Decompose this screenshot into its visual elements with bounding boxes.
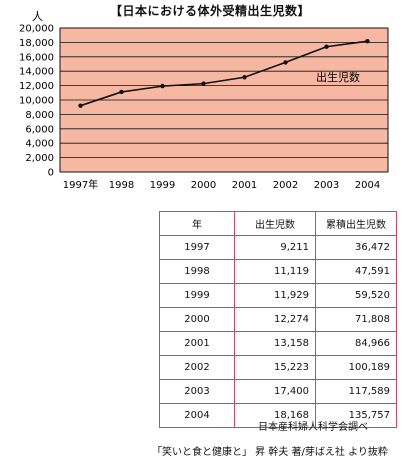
y-tick-label: 12,000 <box>19 81 54 92</box>
x-tick-label: 2003 <box>314 180 339 191</box>
data-point <box>78 103 83 108</box>
cell-year: 2002 <box>159 355 235 380</box>
cell-year: 2004 <box>159 403 235 428</box>
x-tick-label: 2001 <box>232 180 257 191</box>
x-tick-label: 2004 <box>355 180 380 191</box>
data-point <box>160 83 165 89</box>
y-tick-label: 10,000 <box>19 96 54 107</box>
y-tick-label: 18,000 <box>19 38 54 49</box>
table-row: 2000 12,274 71,808 <box>159 307 397 332</box>
source-note: 日本産科婦人科学会調べ <box>258 422 368 433</box>
table-row: 1998 11,119 47,591 <box>159 259 397 284</box>
cell-cumulative: 117,589 <box>315 379 397 404</box>
line-chart: 20,000 18,000 16,000 14,000 12,000 10,000 8,00… <box>19 10 389 191</box>
series-label: 出生児数 <box>316 70 360 84</box>
cell-year: 1997 <box>159 235 235 260</box>
cell-births: 18,168 <box>234 403 316 428</box>
data-point <box>242 75 247 80</box>
y-axis-unit-label: 人 <box>32 10 43 23</box>
table-header-row: 年 出生児数 累積出生児数 <box>159 211 397 236</box>
y-tick-label: 4,000 <box>25 139 54 150</box>
table-row: 1999 11,929 59,520 <box>159 283 397 308</box>
cell-cumulative: 71,808 <box>315 307 397 332</box>
data-point <box>365 38 370 44</box>
table-row: 2002 15,223 100,189 <box>159 355 397 380</box>
table-row: 1997 9,211 36,472 <box>159 235 397 260</box>
cell-births: 13,158 <box>234 331 316 356</box>
cell-births: 9,211 <box>234 235 316 260</box>
x-tick-label: 1998 <box>109 180 134 191</box>
y-tick-label: 2,000 <box>25 153 54 164</box>
cell-cumulative: 59,520 <box>315 283 397 308</box>
cell-births: 11,119 <box>234 259 316 284</box>
x-tick-label: 1997年 <box>63 178 98 191</box>
cell-births: 17,400 <box>234 379 316 404</box>
chart-title: 【日本における体外受精出生児数】 <box>109 4 310 18</box>
cell-year: 1998 <box>159 259 235 284</box>
cell-year: 2000 <box>159 307 235 332</box>
y-tick-label: 8,000 <box>25 110 54 121</box>
data-points <box>78 38 370 108</box>
table-row: 2001 13,158 84,966 <box>159 331 397 356</box>
citation: 「笑いと食と健康と」 昇 幹夫 著/芽ばえ社 より抜粋 <box>152 447 388 458</box>
y-tick-label: 0 <box>48 168 54 179</box>
header-year: 年 <box>159 211 235 236</box>
y-tick-label: 20,000 <box>19 24 54 35</box>
y-tick-label: 14,000 <box>19 67 54 78</box>
gridlines <box>60 27 388 173</box>
data-table: 年 出生児数 累積出生児数 1997 9,211 36,472 1998 11,119 4… <box>159 211 397 428</box>
data-point <box>119 89 124 95</box>
cell-births: 12,274 <box>234 307 316 332</box>
x-axis-ticks: 1997年 1998 1999 2000 2001 2002 2003 2004 <box>63 178 380 191</box>
cell-year: 2001 <box>159 331 235 356</box>
cell-births: 11,929 <box>234 283 316 308</box>
y-axis-ticks: 20,000 18,000 16,000 14,000 12,000 10,000 8,00… <box>19 24 54 179</box>
y-tick-label: 6,000 <box>25 124 54 135</box>
data-point <box>283 60 288 65</box>
table-row: 2003 17,400 117,589 <box>159 379 397 404</box>
cell-year: 1999 <box>159 283 235 308</box>
table-row: 2004 18,168 135,757 <box>159 403 397 428</box>
data-point <box>324 44 329 49</box>
cell-cumulative: 100,189 <box>315 355 397 380</box>
x-tick-label: 2002 <box>273 180 298 191</box>
cell-cumulative: 36,472 <box>315 235 397 260</box>
x-tick-label: 1999 <box>150 180 175 191</box>
series-line <box>80 40 368 107</box>
data-point <box>201 81 206 86</box>
cell-cumulative: 47,591 <box>315 259 397 284</box>
y-tick-label: 16,000 <box>19 52 54 63</box>
cell-cumulative: 84,966 <box>315 331 397 356</box>
x-tick-label: 2000 <box>191 180 216 191</box>
header-births: 出生児数 <box>234 211 316 236</box>
cell-year: 2003 <box>159 379 235 404</box>
cell-cumulative: 135,757 <box>315 403 397 428</box>
header-cumulative: 累積出生児数 <box>315 211 397 236</box>
cell-births: 15,223 <box>234 355 316 380</box>
